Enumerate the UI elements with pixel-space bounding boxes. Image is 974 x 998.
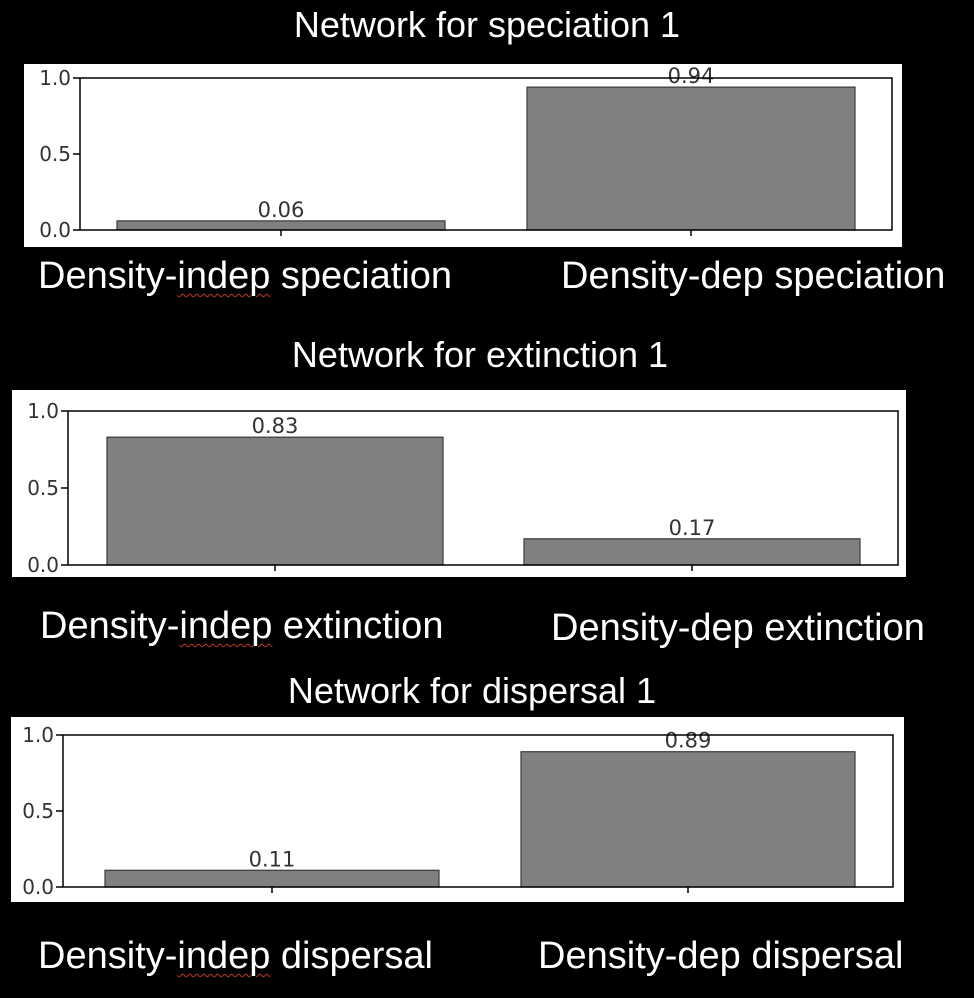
category-label-rest: extinction: [272, 605, 444, 647]
data-label: 0.94: [668, 64, 715, 88]
spellcheck-word-indep: indep: [177, 935, 271, 977]
chart-title-speciation: Network for speciation 1: [293, 4, 681, 45]
data-label: 0.89: [665, 729, 712, 753]
category-label-density-indep-dispersal: Density-indep dispersal: [38, 935, 433, 977]
y-tick-label: 0.0: [39, 218, 71, 242]
spellcheck-word-indep: indep: [179, 605, 273, 647]
bar-chart-speciation: 0.06 0.94 0.0 0.5 1.0: [39, 64, 893, 242]
category-label-density-indep-extinction: Density-indep extinction: [40, 605, 444, 647]
data-label: 0.17: [669, 516, 716, 540]
y-tick-label: 0.0: [22, 875, 54, 899]
bar: [526, 86, 856, 231]
category-label-density-dep-speciation: Density-dep speciation: [561, 255, 946, 297]
category-label-density-dep-extinction: Density-dep extinction: [551, 607, 925, 649]
chart-panel-dispersal: 0.11 0.89 0.0 0.5 1.0: [11, 717, 904, 902]
chart-panel-extinction: 0.83 0.17 0.0 0.5 1.0: [12, 390, 906, 577]
bar-chart-dispersal: 0.11 0.89 0.0 0.5 1.0: [22, 723, 894, 899]
bar: [520, 751, 856, 888]
bar: [116, 220, 446, 231]
bar: [104, 869, 440, 888]
data-label: 0.83: [252, 414, 299, 438]
bar: [106, 436, 444, 566]
y-tick-label: 1.0: [22, 723, 54, 747]
y-tick-label: 0.5: [22, 799, 54, 823]
y-tick-label: 0.5: [39, 142, 71, 166]
bar-chart-extinction: 0.83 0.17 0.0 0.5 1.0: [27, 399, 899, 577]
chart-panel-speciation: 0.06 0.94 0.0 0.5 1.0: [24, 64, 902, 247]
data-label: 0.06: [258, 198, 305, 222]
category-label-rest: speciation: [270, 255, 453, 297]
chart-title-extinction: Network for extinction 1: [291, 334, 669, 375]
spellcheck-word-indep: indep: [177, 255, 271, 297]
category-label-density-dep-dispersal: Density-dep dispersal: [538, 935, 904, 977]
category-label-rest: dispersal: [270, 935, 433, 977]
y-tick-label: 0.0: [27, 553, 59, 577]
y-tick-label: 1.0: [27, 399, 59, 423]
data-label: 0.11: [249, 847, 296, 871]
bar: [523, 538, 861, 566]
category-label-density-indep-speciation: Density-indep speciation: [38, 255, 453, 297]
y-tick-label: 1.0: [39, 66, 71, 90]
y-tick-label: 0.5: [27, 476, 59, 500]
chart-title-dispersal: Network for dispersal 1: [287, 670, 657, 711]
